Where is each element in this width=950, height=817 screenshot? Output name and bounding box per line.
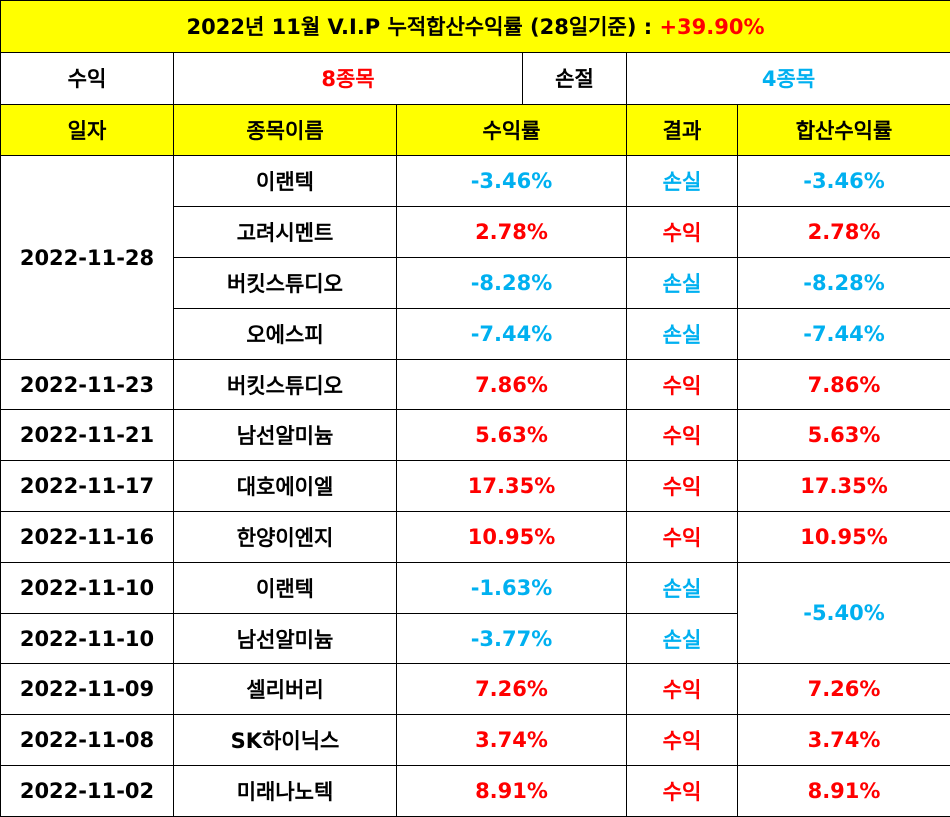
table-row: 2022-11-10 이랜텍 -1.63% 손실 -5.40% [0, 561, 950, 665]
stock-name-cell: 셀리버리 [173, 663, 397, 716]
date-cell: 2022-11-16 [0, 511, 174, 563]
combined-return-cell: 2.78% [736, 206, 950, 259]
stock-name-cell: 이랜텍 [173, 155, 397, 208]
combined-return-cell: 7.86% [736, 358, 950, 411]
table-row: 2022-11-10 남선알미늄 -3.77% 손실 [0, 612, 950, 665]
return-cell: -3.77% [396, 612, 627, 665]
table-row: 오에스피 -7.44% 손실 -7.44% [1, 307, 950, 360]
table-row: 2022-11-16 한양이엔지 10.95% 수익 10.95% [0, 511, 950, 563]
combined-return-cell: 7.26% [736, 663, 950, 716]
date-cell: 2022-11-10 [0, 612, 174, 665]
stock-name-cell: 미래나노텍 [173, 765, 397, 817]
stock-name-cell: 대호에이엘 [173, 460, 397, 513]
stock-name-cell: 버킷스튜디오 [173, 257, 397, 309]
return-cell: 7.26% [396, 663, 627, 716]
result-cell: 수익 [626, 409, 738, 462]
table-row: 2022-11-23 버킷스튜디오 7.86% 수익 7.86% [0, 358, 950, 411]
result-cell: 수익 [626, 765, 738, 817]
table-row: 버킷스튜디오 -8.28% 손실 -8.28% [1, 257, 950, 309]
return-cell: 17.35% [396, 460, 627, 513]
stock-name-cell: 한양이엔지 [173, 511, 397, 563]
stock-name-cell: SK하이닉스 [173, 714, 397, 766]
return-cell: -8.28% [396, 257, 627, 309]
combined-return-cell: -8.28% [736, 257, 950, 309]
date-cell: 2022-11-23 [0, 358, 174, 411]
header-result: 결과 [626, 103, 738, 157]
return-cell: 5.63% [396, 409, 627, 462]
combined-return-cell: 5.63% [736, 409, 950, 462]
total-return: +39.90% [659, 15, 765, 40]
title-row: 2022년 11월 V.I.P 누적합산수익률 (28일기준) : +39.90… [0, 0, 950, 53]
return-cell: 2.78% [396, 206, 627, 259]
return-cell: 10.95% [396, 511, 627, 563]
combined-return-cell: 3.74% [736, 714, 950, 766]
combined-return-cell: -5.40% [736, 561, 950, 665]
result-cell: 손실 [626, 561, 738, 614]
result-cell: 수익 [626, 460, 738, 513]
stock-name-cell: 고려시멘트 [173, 206, 397, 259]
date-cell: 2022-11-08 [0, 714, 174, 766]
table-row: 2022-11-08 SK하이닉스 3.74% 수익 3.74% [0, 714, 950, 766]
result-cell: 손실 [626, 257, 738, 309]
result-cell: 손실 [626, 612, 738, 665]
result-cell: 수익 [626, 663, 738, 716]
header-date: 일자 [0, 103, 174, 157]
combined-return-cell: 10.95% [736, 511, 950, 563]
table-row: 2022-11-02 미래나노텍 8.91% 수익 8.91% [0, 765, 950, 817]
combined-return-cell: 17.35% [736, 460, 950, 513]
return-cell: 3.74% [396, 714, 627, 766]
return-cell: 8.91% [396, 765, 627, 817]
date-cell: 2022-11-10 [0, 561, 174, 614]
result-cell: 수익 [626, 511, 738, 563]
result-cell: 수익 [626, 206, 738, 259]
date-cell: 2022-11-28 [0, 155, 174, 360]
page-title: 2022년 11월 V.I.P 누적합산수익률 (28일기준) : +39.90… [0, 0, 950, 53]
date-cell: 2022-11-09 [0, 663, 174, 716]
stock-name-cell: 남선알미늄 [173, 409, 397, 462]
header-return: 수익률 [396, 103, 627, 157]
header-row: 일자 종목이름 수익률 결과 합산수익률 [0, 103, 950, 157]
result-cell: 수익 [626, 714, 738, 766]
summary-row: 수익 8종목 손절 4종목 [0, 51, 950, 105]
result-cell: 수익 [626, 358, 738, 411]
return-cell: -7.44% [396, 307, 627, 360]
stock-name-cell: 오에스피 [173, 307, 397, 360]
loss-label: 손절 [522, 51, 627, 105]
header-combined: 합산수익률 [736, 103, 950, 157]
profit-count: 8종목 [173, 51, 523, 105]
title-text: 2022년 11월 V.I.P 누적합산수익률 (28일기준) : [186, 15, 660, 40]
header-stock: 종목이름 [173, 103, 397, 157]
profit-label: 수익 [0, 51, 174, 105]
combined-return-cell: -7.44% [736, 307, 950, 360]
combined-return-cell: -3.46% [736, 155, 950, 208]
date-cell: 2022-11-17 [0, 460, 174, 513]
table-row: 2022-11-17 대호에이엘 17.35% 수익 17.35% [0, 460, 950, 513]
combined-return-cell: 8.91% [736, 765, 950, 817]
return-cell: -3.46% [396, 155, 627, 208]
return-cell: 7.86% [396, 358, 627, 411]
table-row: 2022-11-09 셀리버리 7.26% 수익 7.26% [0, 663, 950, 716]
loss-count: 4종목 [625, 51, 950, 105]
table-row: 2022-11-28 이랜텍 -3.46% 손실 -3.46% [0, 155, 950, 360]
stock-name-cell: 남선알미늄 [173, 612, 397, 665]
stock-name-cell: 이랜텍 [173, 561, 397, 614]
stock-name-cell: 버킷스튜디오 [173, 358, 397, 411]
table-row: 2022-11-21 남선알미늄 5.63% 수익 5.63% [0, 409, 950, 462]
return-cell: -1.63% [396, 561, 627, 614]
result-cell: 손실 [626, 155, 738, 208]
date-cell: 2022-11-21 [0, 409, 174, 462]
date-cell: 2022-11-02 [0, 765, 174, 817]
result-cell: 손실 [626, 307, 738, 360]
